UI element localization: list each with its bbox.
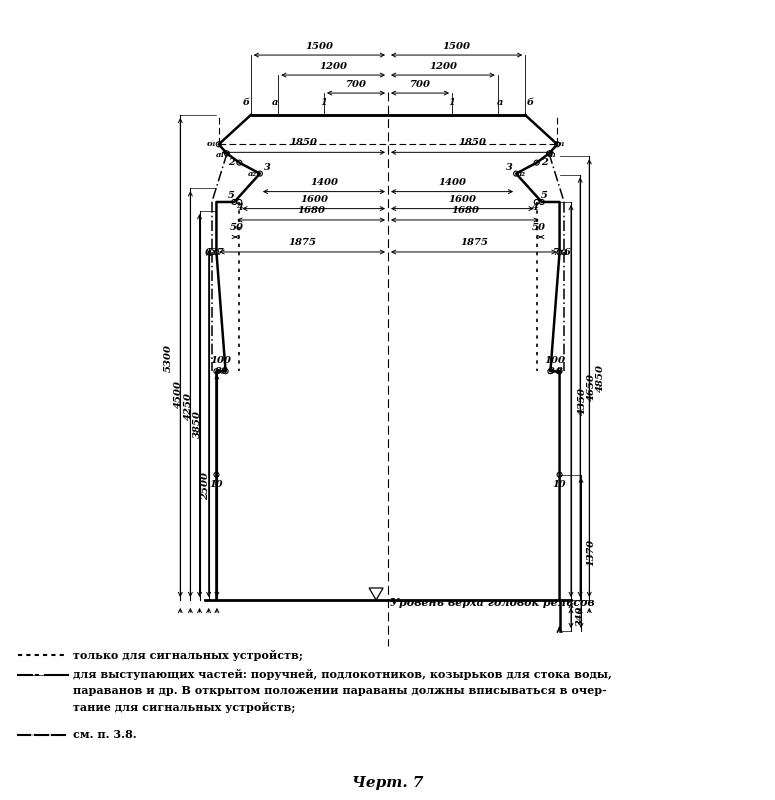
- Text: 1500: 1500: [443, 42, 470, 51]
- Text: 8: 8: [555, 366, 562, 376]
- Text: 100: 100: [211, 356, 232, 366]
- Text: 1850: 1850: [459, 138, 487, 147]
- Text: б₁: б₁: [207, 140, 216, 148]
- Text: 1600: 1600: [300, 194, 328, 204]
- Text: 4250: 4250: [184, 391, 192, 419]
- Text: 700: 700: [409, 80, 431, 89]
- Text: 4500: 4500: [174, 380, 184, 408]
- Text: 50: 50: [229, 223, 244, 232]
- Text: 1850: 1850: [289, 138, 318, 147]
- Text: параванов и др. В открытом положении параваны должны вписываться в очер-: параванов и др. В открытом положении пар…: [73, 686, 607, 697]
- Text: а: а: [497, 98, 503, 107]
- Text: 50: 50: [532, 223, 546, 232]
- Text: 1400: 1400: [310, 178, 338, 186]
- Text: 10: 10: [210, 480, 223, 489]
- Text: 3: 3: [264, 163, 270, 172]
- Text: 1875: 1875: [460, 238, 488, 247]
- Text: см. п. 3.8.: см. п. 3.8.: [73, 730, 136, 741]
- Text: 3: 3: [506, 163, 512, 172]
- Text: 9: 9: [221, 366, 228, 376]
- Text: 3850: 3850: [193, 410, 202, 438]
- Text: 5: 5: [541, 191, 548, 201]
- Text: 1: 1: [449, 98, 456, 107]
- Text: 1200: 1200: [429, 62, 457, 71]
- Text: 4350: 4350: [578, 387, 587, 415]
- Text: 5300: 5300: [164, 343, 174, 371]
- Text: 1680: 1680: [451, 206, 479, 215]
- Text: 1200: 1200: [319, 62, 347, 71]
- Text: для выступающих частей: поручней, подлокотников, козырьков для стока воды,: для выступающих частей: поручней, подлок…: [73, 670, 612, 681]
- Text: б: б: [527, 98, 534, 107]
- Text: 2500: 2500: [201, 472, 210, 500]
- Text: 7: 7: [553, 248, 560, 257]
- Text: 1500: 1500: [305, 42, 333, 51]
- Text: 4850: 4850: [596, 364, 605, 392]
- Text: 4650: 4650: [587, 374, 596, 402]
- Text: 6: 6: [205, 248, 212, 257]
- Text: а₂: а₂: [247, 170, 257, 178]
- Text: 100: 100: [545, 356, 566, 366]
- Text: 700: 700: [346, 80, 367, 89]
- Text: 8: 8: [214, 366, 221, 376]
- Text: 9: 9: [548, 366, 555, 376]
- Text: Черт. 7: Черт. 7: [353, 776, 424, 790]
- Text: 4: 4: [532, 203, 539, 213]
- Text: 1370: 1370: [586, 539, 595, 566]
- Text: 7: 7: [216, 248, 223, 257]
- Text: 10: 10: [553, 480, 567, 489]
- Text: 340: 340: [576, 606, 585, 626]
- Text: 1680: 1680: [297, 206, 326, 215]
- Text: Уровень верха головок рельсов: Уровень верха головок рельсов: [390, 597, 594, 607]
- Text: 4: 4: [237, 203, 243, 213]
- Text: 6: 6: [564, 248, 571, 257]
- Text: а₁: а₁: [215, 151, 225, 159]
- Text: только для сигнальных устройств;: только для сигнальных устройств;: [73, 650, 303, 661]
- Text: 1600: 1600: [448, 194, 476, 204]
- Text: 1400: 1400: [438, 178, 466, 186]
- Text: б: б: [243, 98, 250, 107]
- Text: а₁: а₁: [548, 151, 556, 159]
- Text: а₂: а₂: [517, 170, 525, 178]
- Text: а: а: [272, 98, 278, 107]
- Text: б₁: б₁: [556, 140, 565, 148]
- Text: тание для сигнальных устройств;: тание для сигнальных устройств;: [73, 702, 295, 713]
- Text: 1875: 1875: [288, 238, 316, 247]
- Text: 5: 5: [228, 191, 235, 201]
- Text: 2: 2: [541, 158, 548, 167]
- Text: 2: 2: [228, 158, 235, 167]
- Text: 1: 1: [321, 98, 327, 107]
